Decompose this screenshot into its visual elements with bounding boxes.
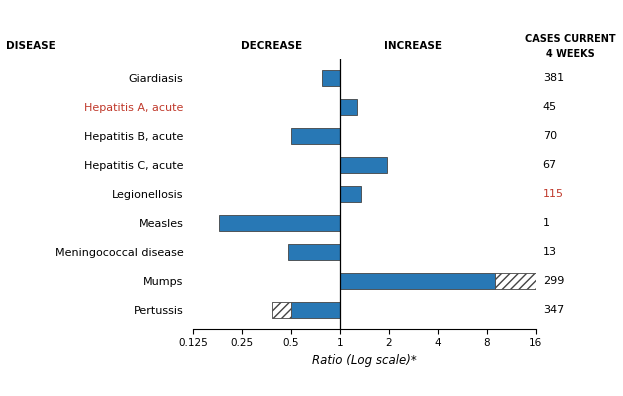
Bar (291, 128, 340, 144)
Bar (495, 273, 536, 289)
Text: 70: 70 (543, 131, 557, 141)
Text: 1: 1 (543, 218, 549, 228)
Bar (340, 99, 358, 115)
X-axis label: Ratio (Log scale)*: Ratio (Log scale)* (312, 354, 417, 367)
Text: 45: 45 (543, 102, 557, 112)
Text: 381: 381 (543, 73, 564, 83)
Bar (272, 302, 291, 318)
Bar (340, 186, 361, 202)
Bar (340, 157, 387, 173)
Text: 67: 67 (543, 160, 557, 170)
Text: 347: 347 (543, 305, 564, 315)
Text: DISEASE: DISEASE (6, 42, 56, 51)
Text: INCREASE: INCREASE (384, 42, 442, 51)
Bar (340, 273, 495, 289)
Bar (219, 215, 340, 231)
Bar (291, 302, 340, 318)
Text: 299: 299 (543, 276, 564, 286)
Text: 13: 13 (543, 247, 557, 257)
Text: 4 WEEKS: 4 WEEKS (546, 50, 594, 59)
Text: DECREASE: DECREASE (241, 42, 302, 51)
Text: 115: 115 (543, 189, 564, 199)
Bar (288, 244, 340, 260)
Bar (323, 70, 340, 86)
Text: CASES CURRENT: CASES CURRENT (525, 34, 616, 44)
